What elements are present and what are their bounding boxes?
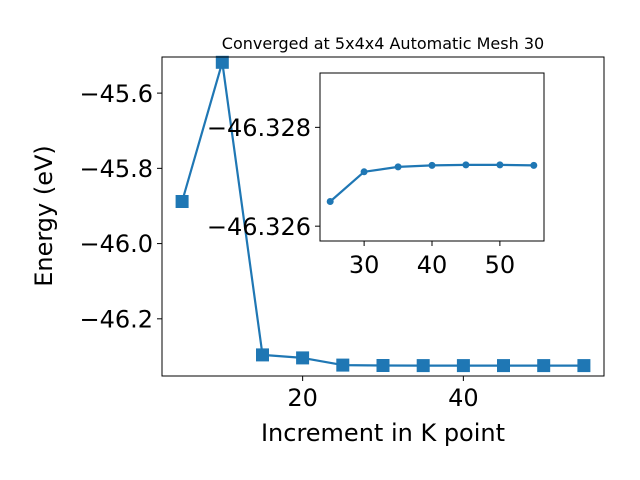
inset-y-tick-label: −46.328 xyxy=(207,114,311,142)
main-y-tick-label: −46.0 xyxy=(79,230,153,258)
main-x-ticks: 20 40 xyxy=(287,376,479,412)
main-data-point xyxy=(497,359,510,373)
main-data-point xyxy=(175,195,189,208)
main-data-point xyxy=(256,348,269,362)
main-data-point xyxy=(376,359,390,372)
inset-data-point xyxy=(530,161,538,169)
main-axes: 20 40 −45.6−45.8−46.0−46.2 Converged at 5… xyxy=(30,34,605,447)
x-axis-label: Increment in K point xyxy=(261,419,505,447)
main-data-point xyxy=(336,358,350,372)
main-data-point xyxy=(296,351,310,365)
chart-title: Converged at 5x4x4 Automatic Mesh 30 xyxy=(222,34,544,53)
y-axis-label: Energy (eV) xyxy=(30,145,58,287)
main-y-tick-label: −46.2 xyxy=(79,306,153,334)
inset-data-point xyxy=(360,168,368,176)
inset-x-tick-label: 30 xyxy=(349,251,380,279)
inset-x-ticks: 30 40 50 xyxy=(349,241,515,279)
main-x-tick-label: 20 xyxy=(287,384,318,412)
inset-data-point xyxy=(394,163,402,171)
main-data-point xyxy=(456,359,470,373)
main-y-tick-label: −45.6 xyxy=(79,80,153,108)
main-data-point xyxy=(215,55,229,69)
inset-x-tick-label: 50 xyxy=(485,251,516,279)
inset-axes: 30 40 50 −46.328 −46.326 xyxy=(207,72,545,279)
main-y-tick-label: −45.8 xyxy=(79,155,153,183)
main-data-point xyxy=(577,359,591,373)
inset-data-point xyxy=(496,161,504,169)
inset-x-tick-label: 40 xyxy=(417,251,448,279)
main-series xyxy=(175,55,591,373)
inset-background xyxy=(320,73,544,241)
main-data-point xyxy=(416,359,430,373)
main-data-point xyxy=(537,359,551,373)
main-axes-frame xyxy=(161,56,605,377)
inset-data-point xyxy=(428,161,436,169)
inset-data-point xyxy=(326,198,334,205)
main-x-tick-label: 40 xyxy=(448,384,479,412)
inset-series xyxy=(326,161,538,205)
inset-y-tick-label: −46.326 xyxy=(207,213,311,241)
inset-data-point xyxy=(462,161,470,169)
inset-y-ticks: −46.328 −46.326 xyxy=(207,114,320,241)
main-y-ticks: −45.6 −45.8 −46.0 −46.2 xyxy=(79,80,162,334)
